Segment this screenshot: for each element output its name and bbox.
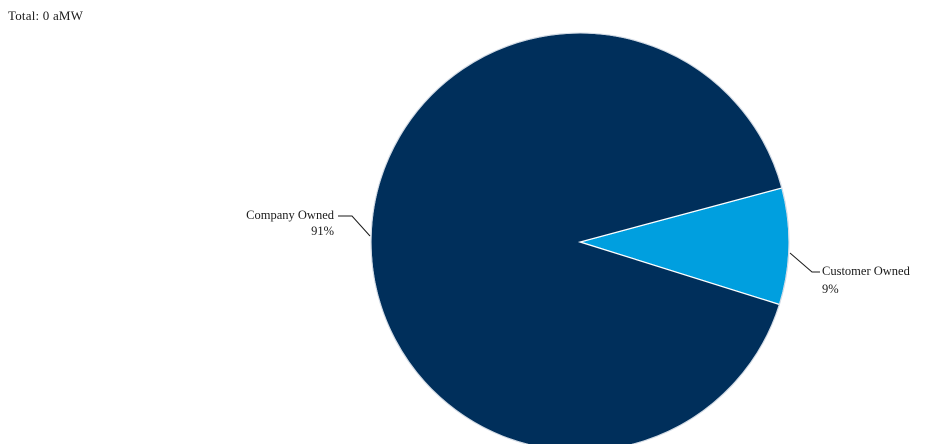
- leader-line-customer-owned: [789, 252, 820, 273]
- pie-outline: [370, 32, 790, 444]
- slice-percent-company-owned: 91%: [311, 224, 334, 238]
- leader-line-company-owned: [338, 215, 371, 237]
- slice-label-company-owned: Company Owned: [246, 208, 335, 222]
- slice-percent-customer-owned: 9%: [822, 282, 839, 296]
- slice-label-customer-owned: Customer Owned: [822, 264, 911, 278]
- total-label: Total: 0 aMW: [8, 8, 84, 23]
